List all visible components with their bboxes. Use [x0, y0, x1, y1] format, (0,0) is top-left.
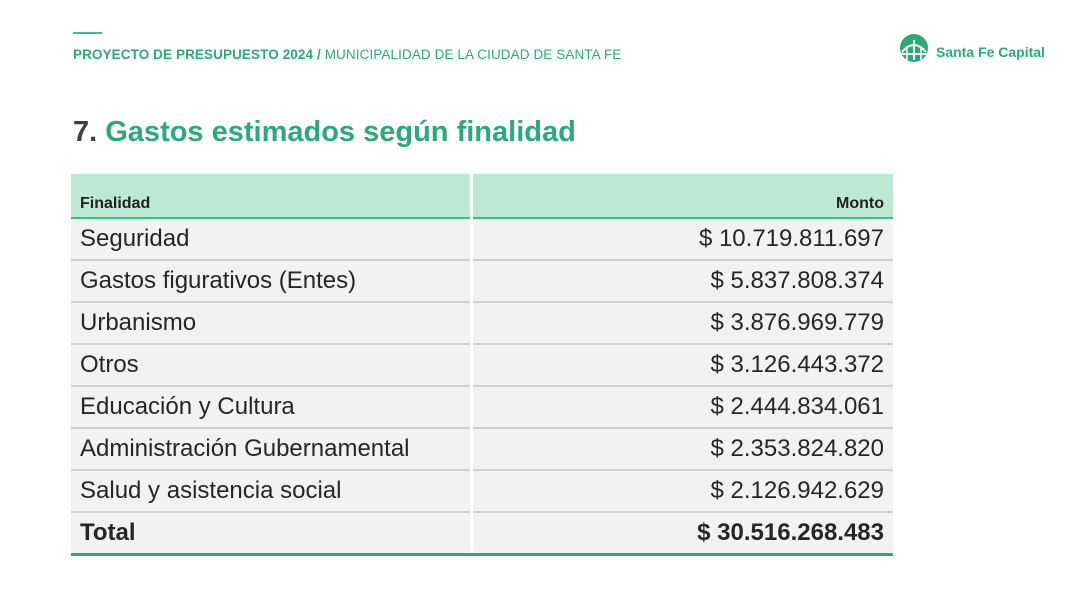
project-label: PROYECTO DE PRESUPUESTO 2024 /: [73, 47, 321, 62]
header-accent-rule: [73, 32, 102, 34]
row-monto: $ 5.837.808.374: [471, 260, 893, 303]
column-header-finalidad: Finalidad: [71, 174, 473, 219]
row-monto: $ 2.444.834.061: [471, 386, 893, 429]
row-finalidad: Seguridad: [71, 218, 473, 261]
logo-text: Santa Fe Capital: [936, 43, 1045, 60]
row-monto: $ 2.126.942.629: [471, 470, 893, 513]
section-title: Gastos estimados según finalidad: [105, 116, 576, 148]
bridge-icon: [898, 34, 930, 69]
section-number: 7.: [73, 116, 98, 148]
santa-fe-capital-logo: Santa Fe Capital: [898, 34, 1045, 69]
table-row: Seguridad $ 10.719.811.697: [71, 218, 893, 261]
page-title: 7. Gastos estimados según finalidad: [73, 116, 576, 149]
row-finalidad: Otros: [71, 344, 473, 387]
table-row: Salud y asistencia social $ 2.126.942.62…: [71, 470, 893, 513]
row-finalidad: Urbanismo: [71, 302, 473, 345]
row-monto: $ 2.353.824.820: [471, 428, 893, 471]
table-row: Gastos figurativos (Entes) $ 5.837.808.3…: [71, 260, 893, 303]
table-row: Otros $ 3.126.443.372: [71, 344, 893, 387]
row-finalidad: Salud y asistencia social: [71, 470, 473, 513]
document-header: PROYECTO DE PRESUPUESTO 2024 / MUNICIPAL…: [73, 47, 621, 62]
expenses-table: Finalidad Monto Seguridad $ 10.719.811.6…: [71, 174, 893, 556]
row-monto: $ 3.876.969.779: [471, 302, 893, 345]
row-finalidad: Educación y Cultura: [71, 386, 473, 429]
row-finalidad: Gastos figurativos (Entes): [71, 260, 473, 303]
total-label: Total: [71, 512, 473, 556]
table-row: Administración Gubernamental $ 2.353.824…: [71, 428, 893, 471]
row-monto: $ 10.719.811.697: [471, 218, 893, 261]
table-row: Educación y Cultura $ 2.444.834.061: [71, 386, 893, 429]
total-row: Total $ 30.516.268.483: [71, 512, 893, 556]
table-header-row: Finalidad Monto: [71, 174, 893, 219]
municipality-label: MUNICIPALIDAD DE LA CIUDAD DE SANTA FE: [324, 47, 622, 62]
row-monto: $ 3.126.443.372: [471, 344, 893, 387]
table-row: Urbanismo $ 3.876.969.779: [71, 302, 893, 345]
row-finalidad: Administración Gubernamental: [71, 428, 473, 471]
column-header-monto: Monto: [471, 174, 893, 219]
total-amount: $ 30.516.268.483: [471, 512, 893, 556]
